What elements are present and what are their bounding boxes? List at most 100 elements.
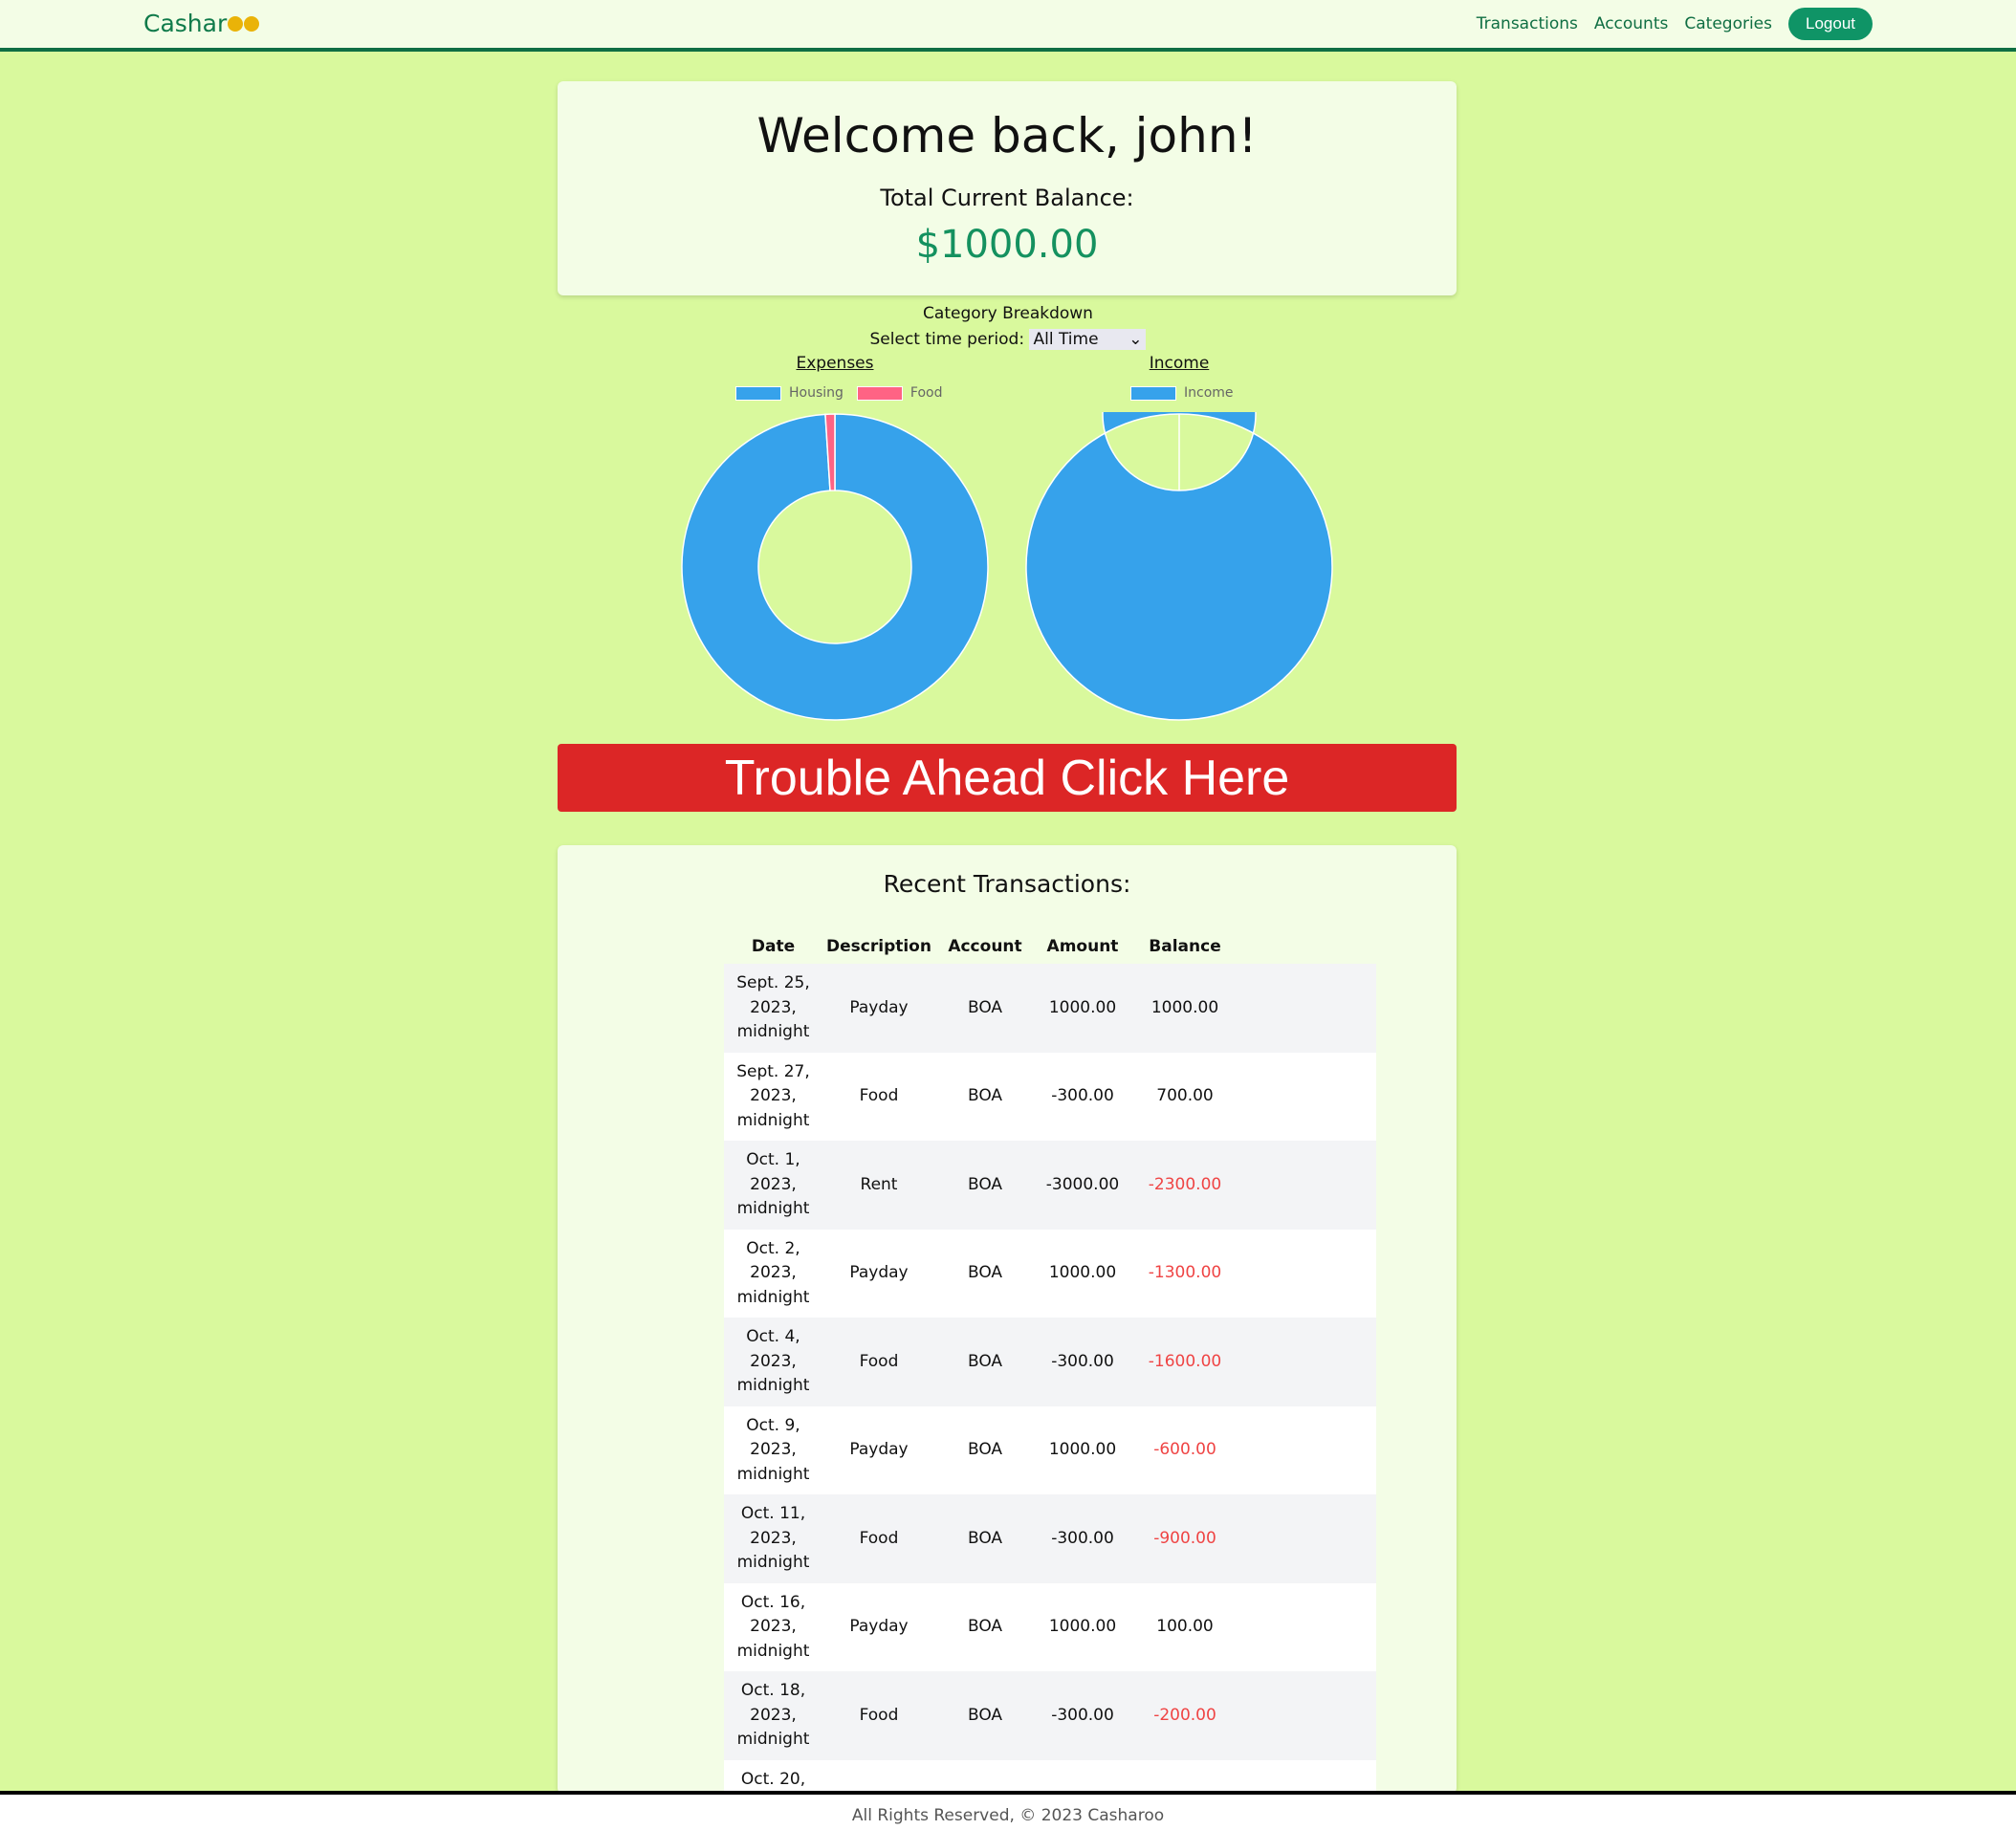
cell-account: BOA bbox=[935, 1759, 1035, 1794]
cell-balance: -200.00 bbox=[1130, 1671, 1239, 1760]
cell-account: BOA bbox=[935, 1494, 1035, 1583]
cell-amount: 1000.00 bbox=[1035, 1759, 1130, 1794]
cell-amount: -300.00 bbox=[1035, 1494, 1130, 1583]
transactions-card: Recent Transactions: Date Description Ac… bbox=[558, 845, 1457, 1794]
nav-link-categories[interactable]: Categories bbox=[1684, 14, 1772, 33]
income-donut-chart bbox=[1025, 412, 1333, 721]
cell-account: BOA bbox=[935, 1405, 1035, 1494]
col-amount: Amount bbox=[1046, 937, 1119, 956]
expenses-donut-chart bbox=[681, 413, 989, 721]
cell-empty bbox=[1239, 1052, 1376, 1141]
cell-date: Oct. 9, 2023, midnight bbox=[724, 1405, 822, 1494]
cell-date: Oct. 20, 2023, midnight bbox=[724, 1759, 822, 1794]
cell-amount: 1000.00 bbox=[1035, 1229, 1130, 1318]
coin-icon bbox=[228, 15, 244, 32]
legend-label-housing[interactable]: Housing bbox=[789, 385, 844, 401]
cell-amount: -300.00 bbox=[1035, 1671, 1130, 1760]
cell-account: BOA bbox=[935, 1052, 1035, 1141]
period-row: Select time period: All Time ⌄ bbox=[0, 329, 2016, 350]
legend-label-income[interactable]: Income bbox=[1184, 385, 1234, 401]
cell-empty bbox=[1239, 1141, 1376, 1230]
table-row: Sept. 25, 2023, midnight Payday BOA 1000.00… bbox=[724, 964, 1376, 1053]
table-row: Oct. 16, 2023, midnight Payday BOA 1000.00 1… bbox=[724, 1582, 1376, 1671]
cell-date: Oct. 18, 2023, midnight bbox=[724, 1671, 822, 1760]
income-legend: Income bbox=[1130, 385, 1234, 401]
cell-description: Payday bbox=[822, 1759, 935, 1794]
slice-housing[interactable] bbox=[681, 413, 989, 721]
cell-empty bbox=[1239, 1229, 1376, 1318]
cell-balance: -1600.00 bbox=[1130, 1318, 1239, 1406]
col-balance: Balance bbox=[1149, 937, 1221, 956]
legend-swatch-food[interactable] bbox=[856, 385, 903, 401]
cell-date: Oct. 11, 2023, midnight bbox=[724, 1494, 822, 1583]
table-row: Oct. 18, 2023, midnight Food BOA -300.00 -20… bbox=[724, 1671, 1376, 1760]
cell-date: Oct. 1, 2023, midnight bbox=[724, 1141, 822, 1230]
brand-logo[interactable]: Cashar bbox=[143, 10, 260, 37]
cell-description: Food bbox=[822, 1318, 935, 1406]
cell-account: BOA bbox=[935, 1318, 1035, 1406]
nav-link-transactions[interactable]: Transactions bbox=[1476, 14, 1578, 33]
table-row: Oct. 1, 2023, midnight Rent BOA -3000.00 -23… bbox=[724, 1141, 1376, 1230]
cell-account: BOA bbox=[935, 1229, 1035, 1318]
cell-amount: -300.00 bbox=[1035, 1052, 1130, 1141]
transactions-title: Recent Transactions: bbox=[883, 870, 1131, 898]
period-label: Select time period: bbox=[869, 330, 1025, 349]
income-chart-title: Income bbox=[1149, 354, 1210, 373]
cell-empty bbox=[1239, 1759, 1376, 1794]
cell-account: BOA bbox=[935, 1141, 1035, 1230]
cell-description: Rent bbox=[822, 1141, 935, 1230]
balance-label: Total Current Balance: bbox=[880, 185, 1134, 211]
cell-balance: 1000.00 bbox=[1130, 964, 1239, 1053]
cell-balance: -900.00 bbox=[1130, 1494, 1239, 1583]
cell-balance: 800.00 bbox=[1130, 1759, 1239, 1794]
cell-date: Oct. 4, 2023, midnight bbox=[724, 1318, 822, 1406]
cell-description: Food bbox=[822, 1494, 935, 1583]
cell-empty bbox=[1239, 1582, 1376, 1671]
brand-text: Cashar bbox=[143, 10, 228, 37]
slice-income[interactable] bbox=[1025, 412, 1333, 721]
slice-food[interactable] bbox=[824, 413, 836, 491]
cell-amount: -3000.00 bbox=[1035, 1141, 1130, 1230]
cell-empty bbox=[1239, 1405, 1376, 1494]
footer: All Rights Reserved, © 2023 Casharoo bbox=[0, 1791, 2016, 1830]
trouble-ahead-button[interactable]: Trouble Ahead Click Here bbox=[558, 744, 1457, 812]
breakdown-title: Category Breakdown bbox=[923, 304, 1093, 323]
logout-button[interactable]: Logout bbox=[1788, 8, 1873, 40]
cell-account: BOA bbox=[935, 964, 1035, 1053]
cell-balance: 100.00 bbox=[1130, 1582, 1239, 1671]
transactions-table: Date Description Account Amount Balance … bbox=[724, 929, 1376, 1794]
cell-date: Sept. 25, 2023, midnight bbox=[724, 964, 822, 1053]
expenses-chart-title: Expenses bbox=[796, 354, 874, 373]
nav-link-accounts[interactable]: Accounts bbox=[1593, 14, 1669, 33]
cell-amount: 1000.00 bbox=[1035, 1582, 1130, 1671]
cell-balance: -600.00 bbox=[1130, 1405, 1239, 1494]
table-row: Sept. 27, 2023, midnight Food BOA -300.00 70… bbox=[724, 1052, 1376, 1141]
legend-swatch-income[interactable] bbox=[1130, 385, 1176, 401]
cell-description: Payday bbox=[822, 1229, 935, 1318]
table-row: Oct. 11, 2023, midnight Food BOA -300.00 -90… bbox=[724, 1494, 1376, 1583]
period-select[interactable]: All Time ⌄ bbox=[1029, 329, 1147, 350]
cell-balance: 700.00 bbox=[1130, 1052, 1239, 1141]
cell-amount: 1000.00 bbox=[1035, 1405, 1130, 1494]
legend-swatch-housing[interactable] bbox=[735, 385, 781, 401]
cell-date: Oct. 16, 2023, midnight bbox=[724, 1582, 822, 1671]
period-value: All Time bbox=[1033, 330, 1099, 349]
cell-description: Payday bbox=[822, 1582, 935, 1671]
table-row: Oct. 9, 2023, midnight Payday BOA 1000.00 -6… bbox=[724, 1405, 1376, 1494]
table-row: Oct. 4, 2023, midnight Food BOA -300.00 -160… bbox=[724, 1318, 1376, 1406]
cell-date: Oct. 2, 2023, midnight bbox=[724, 1229, 822, 1318]
col-description: Description bbox=[826, 937, 931, 956]
navbar: Cashar Transactions Accounts Categories … bbox=[0, 0, 2016, 52]
cell-empty bbox=[1239, 964, 1376, 1053]
cell-empty bbox=[1239, 1671, 1376, 1760]
cell-description: Payday bbox=[822, 964, 935, 1053]
welcome-title: Welcome back, john! bbox=[756, 108, 1258, 163]
legend-label-food[interactable]: Food bbox=[909, 385, 943, 401]
welcome-card: Welcome back, john! Total Current Balanc… bbox=[558, 81, 1457, 295]
cell-empty bbox=[1239, 1494, 1376, 1583]
balance-value: $1000.00 bbox=[915, 223, 1099, 267]
cell-balance: -2300.00 bbox=[1130, 1141, 1239, 1230]
chevron-down-icon: ⌄ bbox=[1129, 330, 1143, 349]
cell-amount: -300.00 bbox=[1035, 1318, 1130, 1406]
cell-description: Payday bbox=[822, 1405, 935, 1494]
